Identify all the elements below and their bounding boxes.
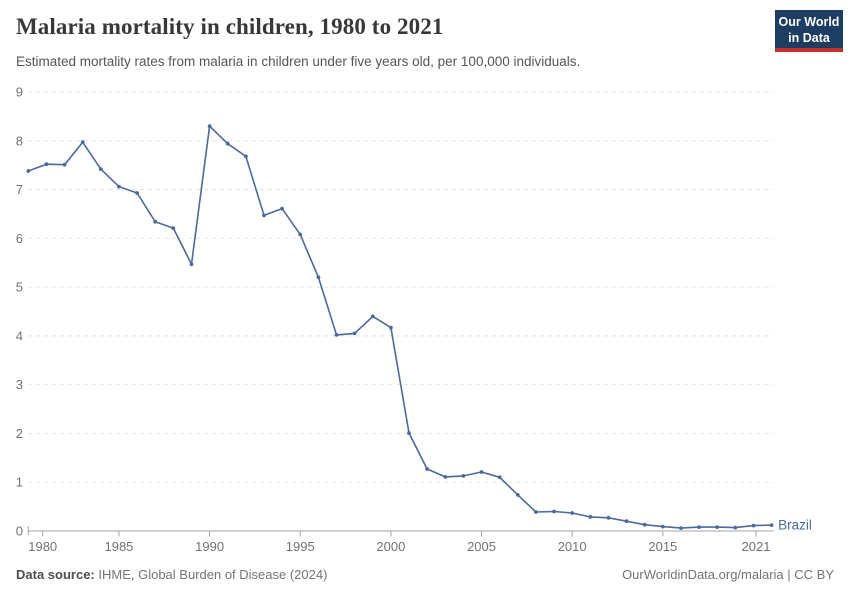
owid-logo-line1: Our World: [778, 15, 840, 29]
data-point: [171, 226, 176, 231]
x-tick-label: 2010: [558, 539, 587, 554]
data-point: [407, 431, 411, 435]
data-point: [244, 154, 248, 159]
data-point: [497, 475, 502, 480]
x-tick-label: 1985: [104, 539, 133, 554]
data-point: [44, 162, 49, 167]
data-point: [62, 162, 67, 167]
page-title: Malaria mortality in children, 1980 to 2…: [16, 14, 444, 39]
data-point: [606, 515, 611, 520]
owid-logo-line2: in Data: [788, 31, 830, 45]
data-point: [262, 213, 266, 218]
data-point: [98, 167, 103, 172]
y-tick-label: 5: [16, 280, 23, 295]
x-tick-label: 1980: [28, 539, 57, 554]
data-point: [225, 141, 230, 146]
data-point: [642, 522, 647, 527]
chart-footer: Data source: IHME, Global Burden of Dise…: [16, 567, 834, 582]
y-tick-label: 7: [16, 182, 23, 197]
data-point: [552, 509, 556, 514]
data-point: [624, 519, 629, 524]
y-tick-label: 6: [16, 231, 23, 246]
data-point: [751, 523, 756, 528]
data-point: [298, 232, 303, 237]
y-tick-label: 9: [16, 84, 23, 99]
y-tick-label: 8: [16, 133, 23, 148]
data-point: [389, 325, 393, 330]
data-point: [588, 515, 593, 519]
data-source: Data source: IHME, Global Burden of Dise…: [16, 567, 327, 582]
data-point: [443, 475, 448, 479]
series-label-brazil: Brazil: [778, 518, 812, 533]
data-source-label: Data source:: [16, 567, 95, 582]
data-point: [189, 262, 194, 267]
data-point: [153, 219, 158, 224]
data-point: [534, 510, 538, 514]
data-point: [515, 493, 520, 497]
x-tick-label: 1995: [286, 539, 315, 554]
y-tick-label: 4: [16, 328, 23, 343]
y-tick-label: 1: [16, 475, 23, 490]
data-point: [280, 206, 284, 211]
data-point: [733, 525, 738, 530]
data-point: [135, 191, 140, 195]
x-tick-label: 2005: [467, 539, 496, 554]
data-point: [660, 524, 665, 529]
x-tick-label: 2015: [648, 539, 677, 554]
data-point: [26, 169, 31, 173]
data-point: [425, 467, 429, 471]
data-point: [570, 511, 575, 515]
data-point: [117, 184, 121, 189]
data-point: [715, 525, 720, 529]
data-point: [316, 275, 321, 280]
owid-logo[interactable]: Our World in Data: [775, 10, 843, 52]
chart-header: Malaria mortality in children, 1980 to 2…: [16, 14, 834, 40]
x-tick-label: 2000: [376, 539, 405, 554]
chart-subtitle: Estimated mortality rates from malaria i…: [16, 54, 581, 69]
data-point: [697, 525, 701, 529]
y-tick-label: 2: [16, 426, 23, 441]
data-point: [479, 470, 484, 474]
data-point: [370, 314, 375, 319]
data-point: [769, 523, 774, 527]
data-point: [334, 333, 339, 337]
y-tick-label: 0: [16, 524, 23, 539]
data-point: [207, 124, 212, 128]
data-point: [352, 331, 357, 336]
data-line-brazil: [27, 125, 773, 529]
owid-cc-link[interactable]: OurWorldinData.org/malaria | CC BY: [622, 567, 834, 582]
data-point: [80, 140, 85, 145]
x-tick-label: 2021: [742, 539, 771, 554]
x-tick-label: 1990: [195, 539, 224, 554]
y-tick-label: 3: [16, 377, 23, 392]
data-source-text: IHME, Global Burden of Disease (2024): [98, 567, 328, 582]
data-point: [461, 474, 466, 478]
data-point: [679, 526, 683, 530]
